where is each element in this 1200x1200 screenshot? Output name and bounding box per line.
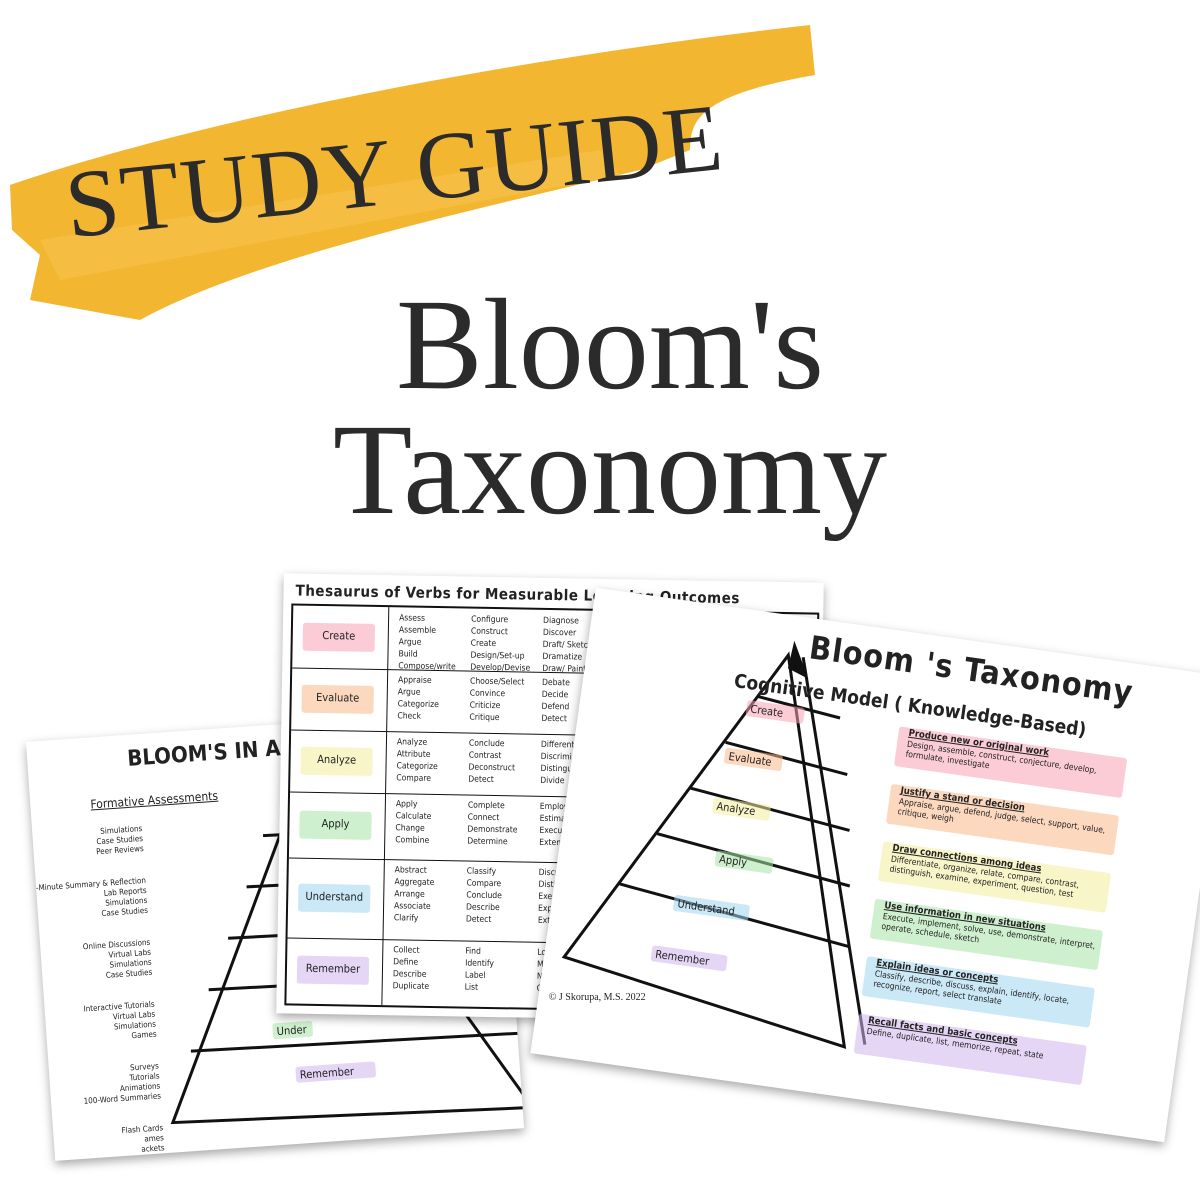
verb: Arrange — [394, 889, 425, 900]
verb: Demonstrate — [467, 824, 518, 836]
verb: Compare — [396, 773, 432, 784]
level-label: Evaluate — [315, 690, 360, 705]
verb: Critique — [469, 712, 500, 724]
verb: Label — [464, 970, 486, 981]
verb: Identify — [465, 958, 495, 970]
verb: Define — [393, 957, 419, 968]
verb: Clarify — [393, 913, 419, 924]
level-label: Apply — [321, 817, 350, 831]
verb: Connect — [467, 812, 500, 824]
verb: Categorize — [396, 761, 438, 773]
verb: Associate — [393, 901, 431, 912]
verb: Describe — [392, 969, 427, 980]
verb: Compare — [466, 878, 502, 890]
level-label: Create — [322, 629, 356, 643]
verb: Complete — [467, 800, 505, 812]
credit: © J Skorupa, M.S. 2022 — [548, 991, 646, 1003]
brush-stroke — [10, 25, 815, 320]
verb: Debate — [541, 677, 570, 689]
verb: Detect — [541, 713, 567, 725]
level-label: Understand — [305, 889, 364, 904]
verb: Discover — [542, 627, 577, 639]
verb: Divide — [540, 775, 565, 787]
verb: Convince — [469, 688, 506, 700]
verb: Check — [397, 711, 422, 722]
verb: Dramatize — [542, 651, 583, 663]
level-label: Under — [276, 1023, 308, 1039]
verb: Combine — [395, 835, 430, 846]
verb: Argue — [398, 637, 422, 648]
verb: Criticize — [469, 700, 501, 712]
verb: Conclude — [466, 890, 502, 902]
level-label: Remember — [305, 961, 361, 976]
title-line: Taxonomy — [332, 398, 888, 542]
verb: Design/Set-up — [470, 650, 525, 662]
verb: Draft/ Sketch — [542, 639, 593, 651]
verb: Categorize — [397, 699, 439, 711]
verb: Create — [470, 638, 497, 650]
verb: Describe — [465, 902, 500, 914]
verb: Choose/Select — [469, 676, 525, 688]
verb: Appraise — [397, 675, 432, 686]
title-line: Bloom's — [396, 273, 824, 417]
verb: Conclude — [468, 738, 505, 750]
verb: Diagnose — [543, 615, 579, 627]
verb: Duplicate — [392, 981, 430, 992]
verb: Assemble — [398, 625, 437, 636]
verb: Attribute — [396, 749, 431, 760]
verb: Classify — [466, 866, 497, 878]
verb: Change — [395, 823, 425, 834]
verb: Calculate — [395, 811, 432, 822]
assessment-item: Games — [131, 1029, 157, 1041]
verb: Assess — [399, 613, 426, 624]
verb: Apply — [395, 799, 418, 810]
column-line — [381, 607, 390, 1006]
verb: List — [464, 982, 479, 993]
verb: Defend — [541, 701, 570, 713]
verb: Build — [398, 649, 418, 660]
verb: Aggregate — [394, 877, 435, 888]
assessment-item: ames — [143, 1133, 165, 1144]
verb: Decide — [541, 689, 569, 701]
verb: Analyze — [396, 737, 428, 748]
level-label: Analyze — [317, 752, 357, 767]
verb: Detect — [468, 774, 494, 786]
assessment-item: ackets — [141, 1143, 165, 1154]
verb: Collect — [393, 945, 420, 956]
right-sheet: Bloom 's Taxonomy Cognitive Model ( Knowl… — [530, 587, 1200, 1143]
verb: Deconstruct — [468, 762, 516, 774]
verb: Argue — [397, 687, 421, 698]
verb: Determine — [467, 836, 508, 848]
verb: Abstract — [394, 865, 427, 876]
verb: Configure — [471, 614, 509, 626]
verb: Construct — [470, 626, 509, 638]
verb: Detect — [465, 914, 492, 925]
verb: Find — [465, 946, 482, 957]
verb: Contrast — [468, 750, 502, 762]
